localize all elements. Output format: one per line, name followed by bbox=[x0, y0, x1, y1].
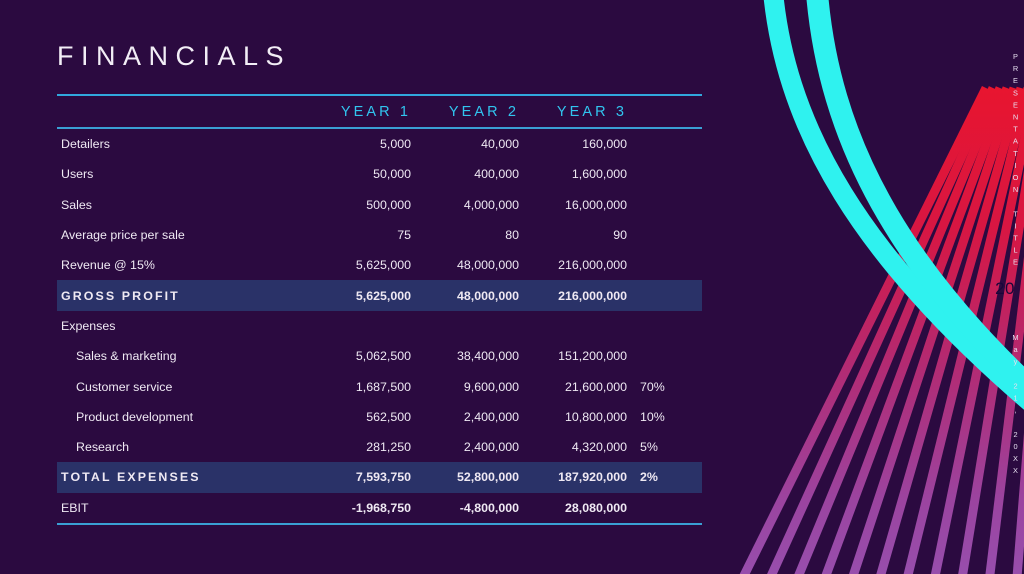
table-row: Average price per sale 75 80 90 bbox=[57, 220, 702, 250]
table-row: Customer service 1,687,500 9,600,000 21,600… bbox=[57, 371, 702, 401]
decorative-artwork bbox=[739, 0, 1024, 574]
row-value-year-1: 50,000 bbox=[373, 167, 411, 182]
row-label: EBIT bbox=[61, 500, 89, 515]
row-value-year-1: 281,250 bbox=[366, 440, 411, 455]
table-row: Detailers 5,000 40,000 160,000 bbox=[57, 129, 702, 159]
row-value-year-1: 5,625,000 bbox=[355, 258, 411, 273]
row-value-year-2: 48,000,000 bbox=[456, 288, 519, 303]
row-value-year-2: 2,400,000 bbox=[463, 409, 519, 424]
table-header-rule bbox=[57, 127, 702, 129]
row-label: GROSS PROFIT bbox=[61, 288, 180, 303]
financials-table: YEAR 1 YEAR 2 YEAR 3 Detailers 5,000 40,00… bbox=[57, 94, 702, 525]
row-value-year-3: 16,000,000 bbox=[564, 197, 627, 212]
row-value-year-1: 75 bbox=[397, 228, 411, 243]
table-row: TOTAL EXPENSES 7,593,750 52,800,000 187,920… bbox=[57, 462, 702, 493]
row-value-year-1: 1,687,500 bbox=[355, 379, 411, 394]
row-value-year-3: 216,000,000 bbox=[558, 288, 627, 303]
table-row: Revenue @ 15% 5,625,000 48,000,000 216,000,… bbox=[57, 250, 702, 280]
table-header-row: YEAR 1 YEAR 2 YEAR 3 bbox=[57, 96, 702, 127]
row-value-year-1: -1,968,750 bbox=[351, 500, 411, 515]
table-row: Expenses bbox=[57, 311, 702, 341]
presentation-title-vertical: PRESENTATION TITLE bbox=[1011, 52, 1020, 270]
row-value-percent: 5% bbox=[640, 440, 658, 455]
row-value-year-3: 1,600,000 bbox=[571, 167, 627, 182]
row-value-year-2: 9,600,000 bbox=[463, 379, 519, 394]
row-label: Revenue @ 15% bbox=[61, 258, 155, 273]
row-value-year-2: 52,800,000 bbox=[456, 470, 519, 485]
slide-date-vertical: May 21, 20XX bbox=[1011, 333, 1020, 479]
table-row: Sales 500,000 4,000,000 16,000,000 bbox=[57, 190, 702, 220]
row-label: Sales bbox=[61, 197, 92, 212]
row-label: Detailers bbox=[61, 137, 110, 152]
row-value-year-3: 160,000 bbox=[582, 137, 627, 152]
row-value-year-3: 28,080,000 bbox=[564, 500, 627, 515]
table-row: Users 50,000 400,000 1,600,000 bbox=[57, 159, 702, 189]
table-top-rule bbox=[57, 94, 702, 96]
row-value-year-2: 48,000,000 bbox=[456, 258, 519, 273]
row-value-year-1: 5,062,500 bbox=[355, 349, 411, 364]
row-label: Research bbox=[76, 440, 130, 455]
row-value-percent: 70% bbox=[640, 379, 665, 394]
row-label: Expenses bbox=[61, 318, 116, 333]
stripe-fan bbox=[739, 85, 1024, 574]
table-body: Detailers 5,000 40,000 160,000 Users 50,000 40… bbox=[57, 129, 702, 523]
row-value-year-2: 2,400,000 bbox=[463, 440, 519, 455]
row-value-percent: 10% bbox=[640, 409, 665, 424]
column-header-year-3: YEAR 3 bbox=[556, 103, 627, 120]
table-row: GROSS PROFIT 5,625,000 48,000,000 216,000,0… bbox=[57, 280, 702, 311]
row-value-year-3: 151,200,000 bbox=[558, 349, 627, 364]
row-value-year-1: 5,625,000 bbox=[355, 288, 411, 303]
table-row: Sales & marketing 5,062,500 38,400,000 151,… bbox=[57, 341, 702, 371]
table-row: Research 281,250 2,400,000 4,320,000 5% bbox=[57, 432, 702, 462]
row-label: Users bbox=[61, 167, 94, 182]
row-value-year-1: 7,593,750 bbox=[355, 470, 411, 485]
cyan-curve-bands bbox=[763, 0, 1024, 410]
row-value-year-3: 187,920,000 bbox=[558, 470, 627, 485]
row-value-year-3: 4,320,000 bbox=[571, 440, 627, 455]
table-row: Product development 562,500 2,400,000 10,80… bbox=[57, 402, 702, 432]
table-row: EBIT -1,968,750 -4,800,000 28,080,000 bbox=[57, 493, 702, 523]
page-title: FINANCIALS bbox=[57, 41, 292, 71]
row-value-year-3: 10,800,000 bbox=[564, 409, 627, 424]
slide-number: 20 bbox=[995, 279, 1015, 298]
row-label: TOTAL EXPENSES bbox=[61, 470, 201, 485]
row-value-year-1: 5,000 bbox=[379, 137, 411, 152]
row-value-year-2: -4,800,000 bbox=[459, 500, 519, 515]
row-value-year-1: 562,500 bbox=[366, 409, 411, 424]
row-value-percent: 2% bbox=[640, 470, 658, 485]
row-value-year-2: 80 bbox=[505, 228, 519, 243]
row-value-year-2: 400,000 bbox=[474, 167, 519, 182]
row-label: Average price per sale bbox=[61, 228, 185, 243]
row-value-year-2: 4,000,000 bbox=[463, 197, 519, 212]
row-value-year-2: 38,400,000 bbox=[456, 349, 519, 364]
column-header-year-2: YEAR 2 bbox=[448, 103, 519, 120]
row-value-year-3: 216,000,000 bbox=[558, 258, 627, 273]
row-label: Sales & marketing bbox=[76, 349, 177, 364]
row-value-year-2: 40,000 bbox=[481, 137, 519, 152]
table-bottom-rule bbox=[57, 522, 702, 525]
row-value-year-3: 21,600,000 bbox=[564, 379, 627, 394]
row-value-year-1: 500,000 bbox=[366, 197, 411, 212]
column-header-year-1: YEAR 1 bbox=[340, 103, 411, 120]
row-label: Customer service bbox=[76, 379, 173, 394]
row-label: Product development bbox=[76, 409, 194, 424]
row-value-year-3: 90 bbox=[613, 228, 627, 243]
